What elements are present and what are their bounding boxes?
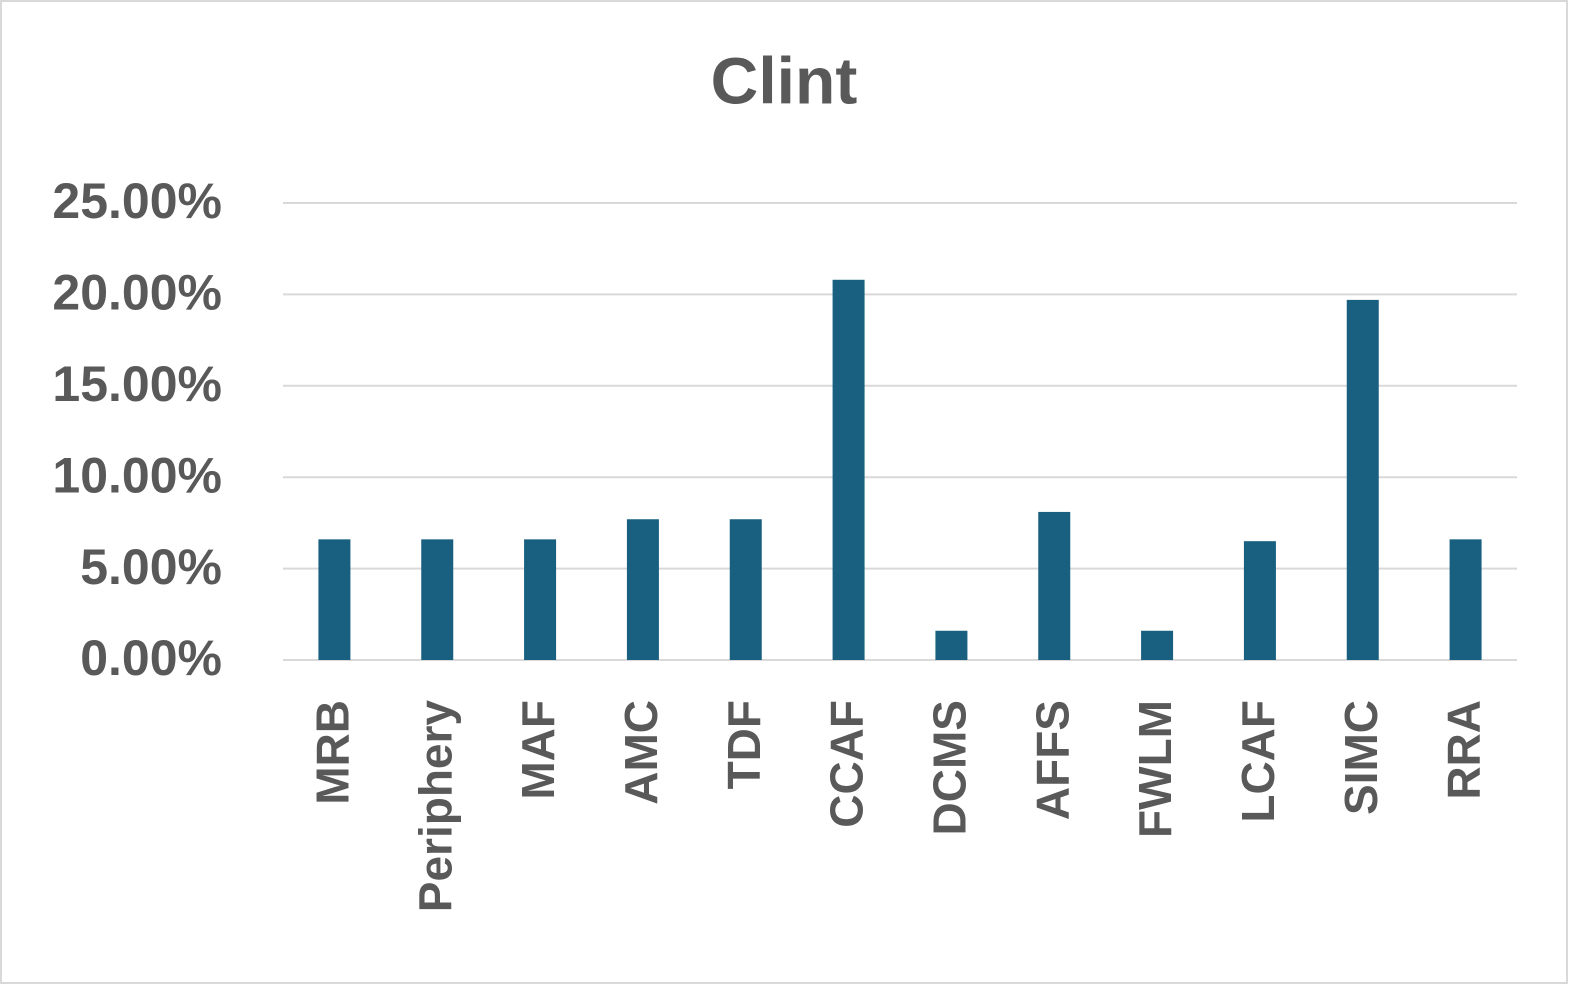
x-tick-label: FWLM <box>1129 700 1181 838</box>
x-tick-label: Periphery <box>409 700 461 913</box>
bar <box>421 539 454 660</box>
bar <box>318 539 351 660</box>
x-tick-label: TDF <box>718 700 770 789</box>
y-tick-label: 15.00% <box>52 356 222 412</box>
bar <box>1346 299 1379 660</box>
bar <box>1038 511 1071 660</box>
x-tick-label: CCAF <box>821 700 873 828</box>
x-tick-label: MAF <box>512 700 564 800</box>
x-tick-label: AMC <box>615 700 667 805</box>
y-tick-label: 0.00% <box>80 630 222 686</box>
bar <box>1449 539 1482 660</box>
y-tick-label: 25.00% <box>52 173 222 229</box>
x-tick-label: LCAF <box>1232 700 1284 823</box>
x-tick-label: MRB <box>307 700 359 805</box>
bar <box>626 519 659 660</box>
x-tick-label: RRA <box>1438 700 1490 800</box>
x-tick-label: SIMC <box>1335 700 1387 815</box>
bar <box>832 279 865 660</box>
bar <box>1141 630 1174 660</box>
bar <box>935 630 968 660</box>
x-tick-label: DCMS <box>924 700 976 835</box>
bar <box>524 539 557 660</box>
y-tick-label: 10.00% <box>52 447 222 503</box>
bar <box>729 519 762 660</box>
bar <box>1243 541 1276 660</box>
x-tick-label: AFFS <box>1026 700 1078 820</box>
y-tick-label: 20.00% <box>52 265 222 321</box>
y-tick-label: 5.00% <box>80 539 222 595</box>
chart-title: Clint <box>711 43 858 117</box>
